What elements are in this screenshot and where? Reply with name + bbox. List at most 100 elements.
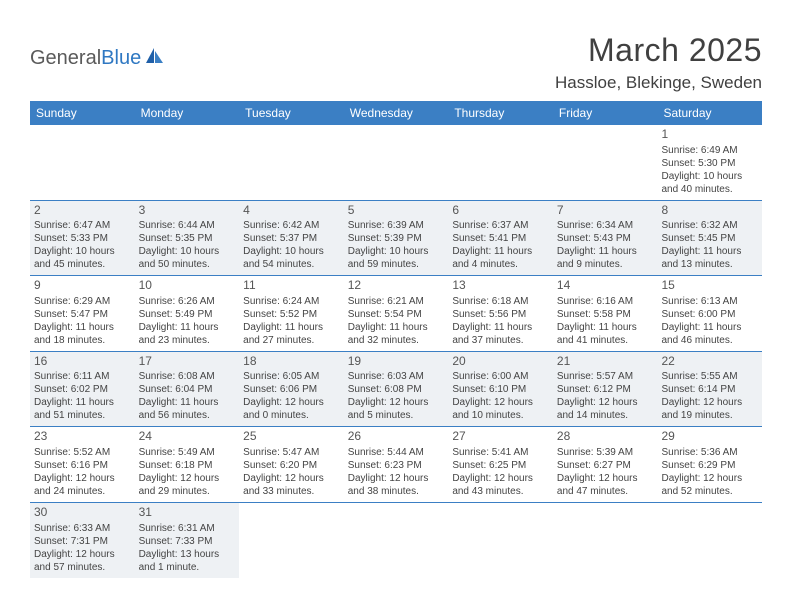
sunset-line: Sunset: 6:14 PM — [661, 383, 758, 396]
day-cell: 27Sunrise: 5:41 AMSunset: 6:25 PMDayligh… — [448, 427, 553, 502]
sunset-line: Sunset: 5:47 PM — [34, 308, 131, 321]
day-number: 20 — [452, 354, 549, 370]
sunset-line: Sunset: 5:43 PM — [557, 232, 654, 245]
sunrise-line: Sunrise: 5:41 AM — [452, 446, 549, 459]
day-number: 3 — [139, 203, 236, 219]
day-cell: 19Sunrise: 6:03 AMSunset: 6:08 PMDayligh… — [344, 352, 449, 427]
day-blank — [239, 125, 344, 200]
day-blank — [239, 503, 344, 578]
day-number: 27 — [452, 429, 549, 445]
day-cell: 30Sunrise: 6:33 AMSunset: 7:31 PMDayligh… — [30, 503, 135, 578]
day-number: 25 — [243, 429, 340, 445]
day-number: 13 — [452, 278, 549, 294]
title-block: March 2025 Hassloe, Blekinge, Sweden — [555, 32, 762, 93]
sunset-line: Sunset: 5:45 PM — [661, 232, 758, 245]
day-cell: 9Sunrise: 6:29 AMSunset: 5:47 PMDaylight… — [30, 276, 135, 351]
day-cell: 8Sunrise: 6:32 AMSunset: 5:45 PMDaylight… — [657, 201, 762, 276]
daylight-line: Daylight: 12 hours and 14 minutes. — [557, 396, 654, 422]
sunrise-line: Sunrise: 5:36 AM — [661, 446, 758, 459]
day-number: 17 — [139, 354, 236, 370]
day-number: 29 — [661, 429, 758, 445]
sunset-line: Sunset: 5:39 PM — [348, 232, 445, 245]
daylight-line: Daylight: 12 hours and 0 minutes. — [243, 396, 340, 422]
sunrise-line: Sunrise: 6:08 AM — [139, 370, 236, 383]
daylight-line: Daylight: 10 hours and 50 minutes. — [139, 245, 236, 271]
day-cell: 2Sunrise: 6:47 AMSunset: 5:33 PMDaylight… — [30, 201, 135, 276]
sunrise-line: Sunrise: 6:32 AM — [661, 219, 758, 232]
week-row: 2Sunrise: 6:47 AMSunset: 5:33 PMDaylight… — [30, 201, 762, 277]
week-row: 23Sunrise: 5:52 AMSunset: 6:16 PMDayligh… — [30, 427, 762, 503]
day-cell: 20Sunrise: 6:00 AMSunset: 6:10 PMDayligh… — [448, 352, 553, 427]
week-row: 9Sunrise: 6:29 AMSunset: 5:47 PMDaylight… — [30, 276, 762, 352]
day-cell: 25Sunrise: 5:47 AMSunset: 6:20 PMDayligh… — [239, 427, 344, 502]
day-cell: 21Sunrise: 5:57 AMSunset: 6:12 PMDayligh… — [553, 352, 658, 427]
sunrise-line: Sunrise: 6:42 AM — [243, 219, 340, 232]
daylight-line: Daylight: 12 hours and 24 minutes. — [34, 472, 131, 498]
day-number: 24 — [139, 429, 236, 445]
day-number: 31 — [139, 505, 236, 521]
sunrise-line: Sunrise: 5:39 AM — [557, 446, 654, 459]
sunset-line: Sunset: 6:16 PM — [34, 459, 131, 472]
sunrise-line: Sunrise: 5:49 AM — [139, 446, 236, 459]
daylight-line: Daylight: 11 hours and 13 minutes. — [661, 245, 758, 271]
day-number: 16 — [34, 354, 131, 370]
sunrise-line: Sunrise: 6:00 AM — [452, 370, 549, 383]
day-number: 28 — [557, 429, 654, 445]
day-blank — [553, 503, 658, 578]
sunset-line: Sunset: 5:56 PM — [452, 308, 549, 321]
daylight-line: Daylight: 12 hours and 10 minutes. — [452, 396, 549, 422]
day-cell: 23Sunrise: 5:52 AMSunset: 6:16 PMDayligh… — [30, 427, 135, 502]
sunrise-line: Sunrise: 5:47 AM — [243, 446, 340, 459]
daylight-line: Daylight: 10 hours and 59 minutes. — [348, 245, 445, 271]
sunset-line: Sunset: 5:30 PM — [661, 157, 758, 170]
logo-word-2: Blue — [101, 47, 141, 69]
week-row: 16Sunrise: 6:11 AMSunset: 6:02 PMDayligh… — [30, 352, 762, 428]
weekday-wednesday: Wednesday — [344, 101, 449, 125]
sunrise-line: Sunrise: 6:24 AM — [243, 295, 340, 308]
day-number: 30 — [34, 505, 131, 521]
day-number: 11 — [243, 278, 340, 294]
daylight-line: Daylight: 11 hours and 37 minutes. — [452, 321, 549, 347]
daylight-line: Daylight: 12 hours and 29 minutes. — [139, 472, 236, 498]
sunrise-line: Sunrise: 6:26 AM — [139, 295, 236, 308]
sunset-line: Sunset: 5:52 PM — [243, 308, 340, 321]
day-number: 12 — [348, 278, 445, 294]
daylight-line: Daylight: 11 hours and 9 minutes. — [557, 245, 654, 271]
day-number: 8 — [661, 203, 758, 219]
logo: GeneralBlue — [30, 46, 165, 71]
day-cell: 17Sunrise: 6:08 AMSunset: 6:04 PMDayligh… — [135, 352, 240, 427]
sunset-line: Sunset: 6:04 PM — [139, 383, 236, 396]
sunset-line: Sunset: 5:33 PM — [34, 232, 131, 245]
day-number: 22 — [661, 354, 758, 370]
sunrise-line: Sunrise: 6:13 AM — [661, 295, 758, 308]
calendar-page: GeneralBlue March 2025 Hassloe, Blekinge… — [0, 0, 792, 578]
sunrise-line: Sunrise: 6:44 AM — [139, 219, 236, 232]
day-cell: 15Sunrise: 6:13 AMSunset: 6:00 PMDayligh… — [657, 276, 762, 351]
daylight-line: Daylight: 12 hours and 33 minutes. — [243, 472, 340, 498]
weekday-header: SundayMondayTuesdayWednesdayThursdayFrid… — [30, 101, 762, 125]
day-blank — [344, 503, 449, 578]
sunset-line: Sunset: 6:00 PM — [661, 308, 758, 321]
sunset-line: Sunset: 6:02 PM — [34, 383, 131, 396]
day-cell: 26Sunrise: 5:44 AMSunset: 6:23 PMDayligh… — [344, 427, 449, 502]
sunset-line: Sunset: 6:12 PM — [557, 383, 654, 396]
weekday-friday: Friday — [553, 101, 658, 125]
daylight-line: Daylight: 13 hours and 1 minute. — [139, 548, 236, 574]
daylight-line: Daylight: 12 hours and 5 minutes. — [348, 396, 445, 422]
sunset-line: Sunset: 7:33 PM — [139, 535, 236, 548]
day-number: 6 — [452, 203, 549, 219]
day-cell: 31Sunrise: 6:31 AMSunset: 7:33 PMDayligh… — [135, 503, 240, 578]
sunset-line: Sunset: 6:20 PM — [243, 459, 340, 472]
daylight-line: Daylight: 11 hours and 23 minutes. — [139, 321, 236, 347]
calendar: SundayMondayTuesdayWednesdayThursdayFrid… — [30, 101, 762, 578]
weekday-monday: Monday — [135, 101, 240, 125]
day-cell: 11Sunrise: 6:24 AMSunset: 5:52 PMDayligh… — [239, 276, 344, 351]
daylight-line: Daylight: 12 hours and 38 minutes. — [348, 472, 445, 498]
daylight-line: Daylight: 11 hours and 18 minutes. — [34, 321, 131, 347]
day-number: 4 — [243, 203, 340, 219]
day-cell: 7Sunrise: 6:34 AMSunset: 5:43 PMDaylight… — [553, 201, 658, 276]
day-number: 5 — [348, 203, 445, 219]
day-number: 18 — [243, 354, 340, 370]
daylight-line: Daylight: 12 hours and 43 minutes. — [452, 472, 549, 498]
weekday-saturday: Saturday — [657, 101, 762, 125]
